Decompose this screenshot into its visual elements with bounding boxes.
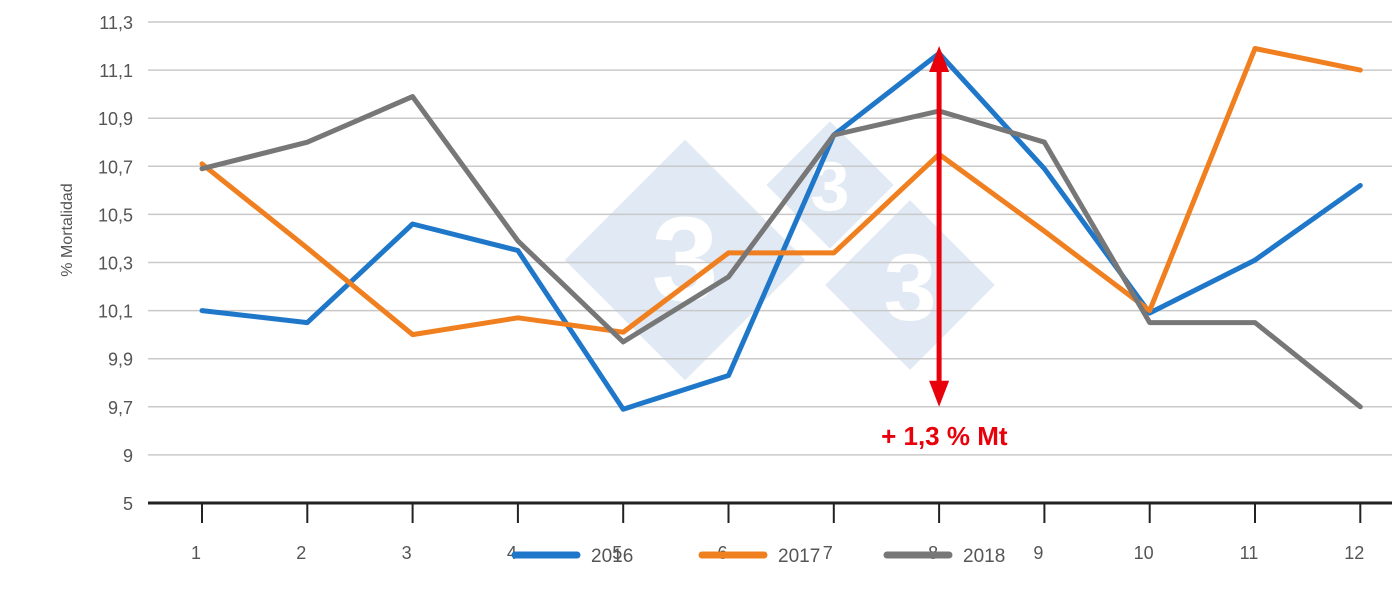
y-tick-label: 10,7 [98,157,133,177]
x-tick-label: 12 [1344,543,1364,563]
y-axis-title: % Mortalidad [59,183,76,276]
annotation: + 1,3 % Mt [881,46,1008,451]
y-tick-label: 11,1 [99,61,133,81]
x-tick-label: 2 [296,543,306,563]
y-tick-label: 10,9 [98,109,133,129]
annotation-label: + 1,3 % Mt [881,421,1008,451]
y-axis-ticks: 11,3 11,1 10,9 10,7 10,5 10,3 10,1 9,9 9,7 9 5 [98,13,133,514]
series-line-2017 [199,46,1363,338]
gridlines [148,21,1392,456]
x-tick-label: 3 [402,543,412,563]
x-tick-label: 10 [1134,543,1154,563]
annotation-arrow-head-down [929,380,950,407]
series-lines [199,46,1363,412]
legend-label-2018: 2018 [963,546,1005,567]
legend-label-2016: 2016 [591,546,633,567]
x-axis: 123456789101112 [148,501,1392,563]
y-tick-label: 10,3 [98,254,133,274]
x-tick-label: 11 [1240,543,1259,563]
y-tick-label: 10,5 [98,205,133,225]
y-tick-label: 9 [123,446,133,466]
legend: 2016 2017 2018 [511,546,1005,567]
annotation-arrow-head-up [929,46,950,73]
y-tick-label: 10,1 [98,302,133,322]
y-tick-label: 9,9 [108,350,133,370]
svg-text:3: 3 [884,235,937,341]
series-line-2018 [199,94,1363,410]
legend-label-2017: 2017 [778,546,820,567]
y-tick-label: 5 [123,494,133,514]
x-tick-label: 5 [612,543,622,563]
x-tick-label: 7 [823,543,833,563]
x-tick-label: 1 [191,543,201,563]
x-tick-label: 4 [507,543,517,563]
series-line-2016 [199,50,1363,412]
y-tick-label: 11,3 [99,13,133,33]
y-tick-label: 9,7 [108,398,133,418]
x-tick-label: 9 [1033,543,1043,563]
